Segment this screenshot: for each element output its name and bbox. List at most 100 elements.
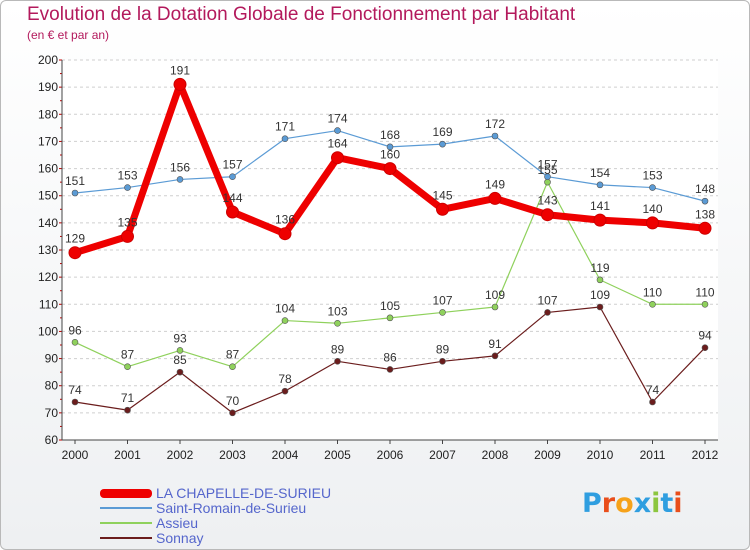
data-label: 87 [121, 348, 135, 362]
data-label: 85 [173, 353, 187, 367]
data-label: 172 [485, 117, 505, 131]
y-tick-label: 110 [39, 297, 58, 311]
legend-swatch [100, 522, 152, 524]
y-tick-label: 200 [38, 53, 58, 67]
data-point [436, 202, 449, 216]
data-point [176, 347, 184, 354]
data-label: 169 [432, 125, 452, 139]
data-point [176, 176, 184, 183]
y-tick-label: 180 [38, 107, 58, 121]
data-point [491, 132, 499, 140]
data-point [541, 208, 554, 222]
x-tick-label: 2008 [482, 448, 509, 462]
data-point [439, 140, 446, 148]
legend-label: Saint-Romain-de-Surieu [156, 500, 307, 516]
x-tick-label: 2001 [114, 448, 141, 462]
data-point [124, 363, 131, 371]
data-label: 119 [590, 261, 609, 275]
logo-letter: o [615, 488, 634, 519]
data-point [544, 173, 551, 181]
data-label: 171 [275, 120, 295, 134]
data-point [226, 205, 239, 219]
data-point [229, 363, 236, 371]
data-label: 105 [380, 299, 400, 313]
y-tick-label: 70 [45, 406, 59, 420]
line-chart: 60 70 80 90 100 110 120 130 140 150 160 170 180 190 20… [38, 53, 719, 462]
data-label: 141 [590, 199, 610, 213]
data-point [281, 317, 289, 324]
y-tick-label: 60 [45, 433, 59, 447]
data-point [281, 135, 289, 143]
data-point [173, 77, 187, 91]
data-label: 71 [121, 391, 135, 405]
data-label: 107 [537, 293, 557, 307]
data-point [491, 352, 499, 360]
data-label: 145 [432, 188, 452, 202]
data-label: 157 [537, 158, 557, 172]
data-point [596, 276, 604, 284]
data-label: 143 [537, 194, 557, 208]
data-label: 96 [68, 323, 82, 337]
data-label: 86 [383, 350, 397, 364]
data-label: 94 [698, 329, 712, 343]
data-point [649, 184, 656, 191]
x-tick-label: 2010 [587, 448, 614, 462]
y-tick-label: 130 [38, 243, 58, 257]
data-point [71, 189, 79, 197]
data-point [544, 178, 551, 186]
data-label: 89 [331, 342, 345, 356]
data-label: 74 [646, 383, 660, 397]
y-tick-label: 170 [38, 134, 58, 148]
legend-swatch [100, 537, 152, 539]
data-point [596, 303, 604, 311]
data-label: 164 [327, 137, 347, 151]
logo-letter: t [660, 488, 674, 519]
x-tick-label: 2002 [167, 448, 194, 462]
data-point [698, 221, 712, 235]
x-tick-label: 2003 [219, 448, 246, 462]
data-label: 135 [117, 215, 137, 229]
data-label: 87 [226, 348, 240, 362]
data-point [334, 319, 341, 327]
data-label: 70 [226, 394, 240, 408]
legend-swatch [100, 507, 152, 509]
chart-title: Evolution de la Dotation Globale de Fonc… [27, 4, 576, 25]
data-point [229, 409, 236, 417]
x-tick-label: 2005 [324, 448, 351, 462]
data-label: 136 [275, 213, 295, 227]
logo-letter: P [582, 488, 602, 519]
data-point [439, 309, 446, 316]
y-tick-label: 150 [38, 189, 58, 203]
logo-letter: i [673, 488, 683, 519]
data-point [596, 181, 604, 189]
data-point [71, 338, 79, 346]
data-point [281, 387, 289, 395]
data-label: 154 [590, 166, 610, 180]
legend-label: Assieu [156, 515, 199, 531]
x-tick-label: 2009 [534, 448, 561, 462]
data-label: 109 [590, 288, 610, 302]
data-label: 191 [170, 63, 190, 77]
y-tick-label: 120 [38, 270, 58, 284]
data-label: 93 [173, 331, 187, 345]
data-point [124, 406, 131, 414]
x-tick-label: 2007 [429, 448, 456, 462]
x-tick-label: 2006 [377, 448, 404, 462]
data-point [701, 344, 709, 352]
data-point [544, 309, 551, 316]
x-tick-label: 2004 [272, 448, 299, 462]
data-point [121, 229, 134, 243]
data-point [334, 127, 341, 134]
data-label: 109 [485, 288, 505, 302]
data-point [278, 227, 292, 241]
data-label: 149 [485, 177, 505, 191]
data-point [383, 162, 397, 176]
data-point [649, 300, 656, 308]
data-label: 156 [170, 160, 190, 174]
legend-label: Sonnay [156, 530, 204, 546]
data-label: 104 [275, 302, 295, 316]
data-point [491, 303, 499, 311]
data-point [488, 191, 502, 205]
data-label: 138 [695, 207, 715, 221]
data-point [701, 197, 709, 205]
